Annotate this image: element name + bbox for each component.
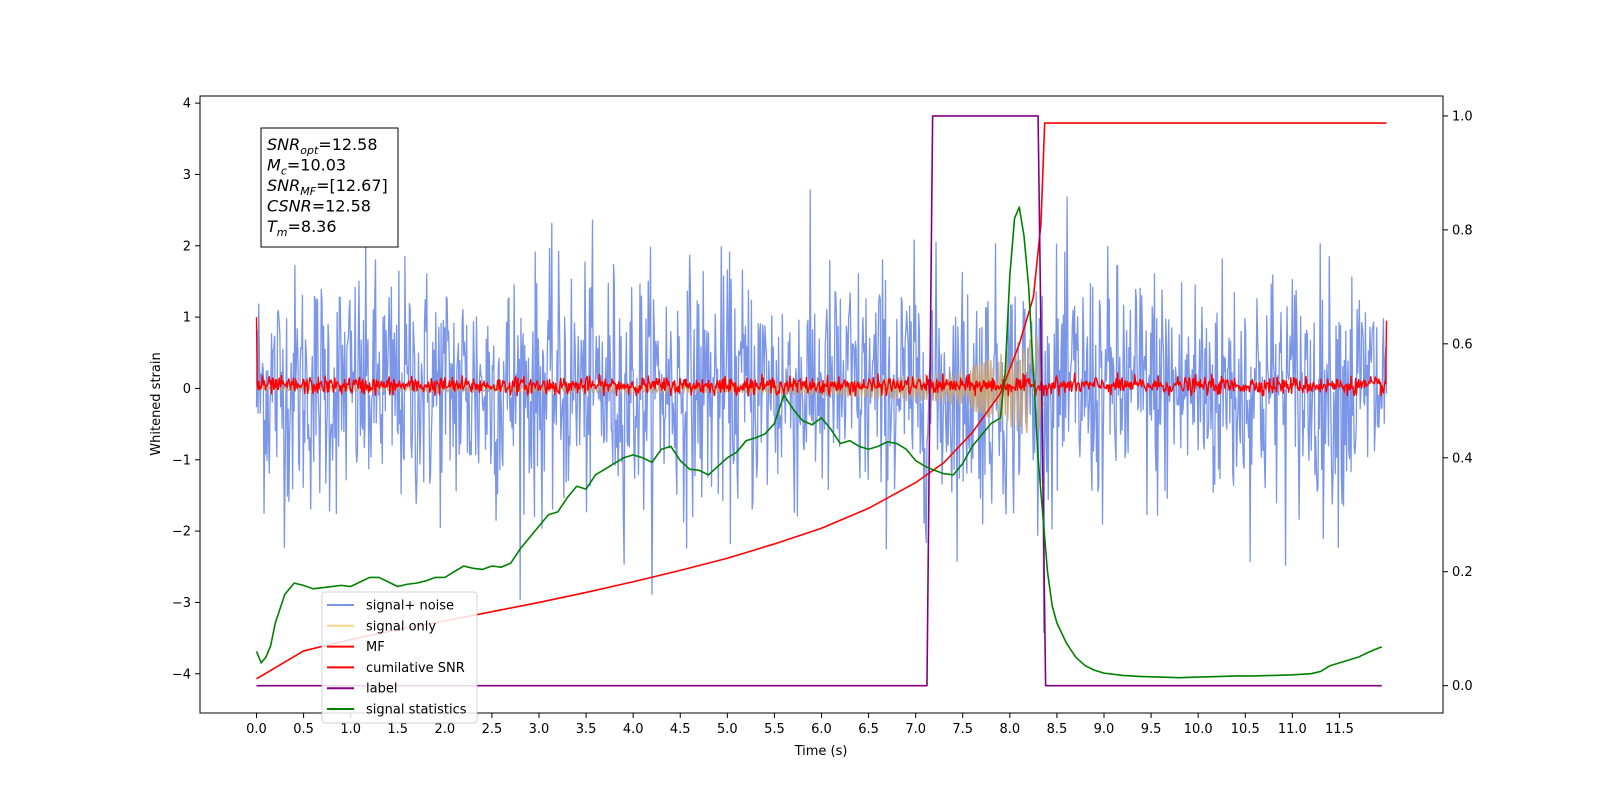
x-tick-label: 3.0	[529, 722, 550, 737]
y-left-tick-label: 3	[183, 168, 191, 183]
x-tick-label: 11.0	[1278, 722, 1307, 737]
series-line-mf	[255, 317, 1388, 397]
y-right-tick-label: 1.0	[1452, 109, 1473, 124]
info-box-frame	[260, 127, 399, 248]
series-line-signal-statistics	[255, 206, 1383, 679]
x-tick-label: 1.5	[387, 722, 408, 737]
y-left-tick-label: −2	[172, 525, 191, 540]
y-left-tick-label: 0	[183, 382, 191, 397]
y-left-tick-label: 1	[183, 311, 191, 326]
x-tick-label: 5.0	[717, 722, 738, 737]
x-tick-label: 6.5	[858, 722, 879, 737]
x-tick-label: 3.5	[576, 722, 597, 737]
y-right-tick-label: 0.6	[1452, 337, 1473, 352]
info-box: SNRopt=12.58Mc=10.03SNRMF=[12.67]CSNR=12…	[260, 127, 399, 248]
x-tick-label: 9.5	[1141, 722, 1162, 737]
y-axis-label: Whitened strain	[149, 352, 164, 455]
y-left-tick-label: −3	[172, 596, 191, 611]
x-tick-label: 0.0	[246, 722, 267, 737]
x-tick-label: 10.5	[1231, 722, 1260, 737]
y-left-tick-label: −1	[172, 453, 191, 468]
info-line: SNRopt=12.58	[267, 135, 378, 157]
y-right-tick-label: 0.0	[1452, 679, 1473, 694]
x-tick-label: 5.5	[764, 722, 785, 737]
x-tick-label: 2.5	[482, 722, 503, 737]
y-right-tick-label: 0.8	[1452, 223, 1473, 238]
x-tick-label: 10.0	[1184, 722, 1213, 737]
info-line: Mc=10.03	[267, 156, 346, 178]
legend-label: signal only	[366, 619, 436, 634]
y-left-tick-label: 4	[183, 97, 191, 112]
x-tick-label: 7.0	[905, 722, 926, 737]
x-tick-label: 6.0	[811, 722, 832, 737]
x-tick-label: 0.5	[293, 722, 314, 737]
x-tick-label: 4.5	[670, 722, 691, 737]
legend-label: signal+ noise	[366, 599, 454, 614]
x-tick-label: 8.0	[999, 722, 1020, 737]
legend-label: label	[366, 682, 397, 697]
x-axis-label: Time (s)	[794, 744, 848, 759]
x-tick-label: 2.0	[434, 722, 455, 737]
series-line-label	[256, 115, 1382, 687]
info-line: Tm=8.36	[267, 217, 337, 239]
y-right-tick-label: 0.4	[1452, 451, 1473, 466]
info-line: SNRMF=[12.67]	[267, 176, 388, 198]
legend-label: signal statistics	[366, 703, 467, 718]
legend-frame	[321, 591, 478, 724]
axes: 0.0 0.5 1.0 1.5 2.0 2.5 3.0 3.5 4.0 4.5 5.0 5.5 6.0 6…	[172, 97, 1473, 737]
info-line: CSNR=12.58	[267, 197, 371, 216]
legend: signal+ noise signal only MF cumilative SNR…	[321, 591, 478, 724]
x-tick-label: 1.0	[340, 722, 361, 737]
y-left-tick-label: 2	[183, 239, 191, 254]
x-tick-label: 4.0	[623, 722, 644, 737]
legend-label: cumilative SNR	[366, 661, 465, 676]
x-tick-label: 9.0	[1094, 722, 1115, 737]
x-tick-label: 8.5	[1047, 722, 1068, 737]
y-left-tick-label: −4	[172, 667, 191, 682]
series-line-signal-noise	[255, 189, 1388, 633]
x-tick-label: 11.5	[1325, 722, 1354, 737]
x-tick-label: 7.5	[952, 722, 973, 737]
legend-label: MF	[366, 640, 385, 655]
y-right-tick-label: 0.2	[1452, 565, 1473, 580]
